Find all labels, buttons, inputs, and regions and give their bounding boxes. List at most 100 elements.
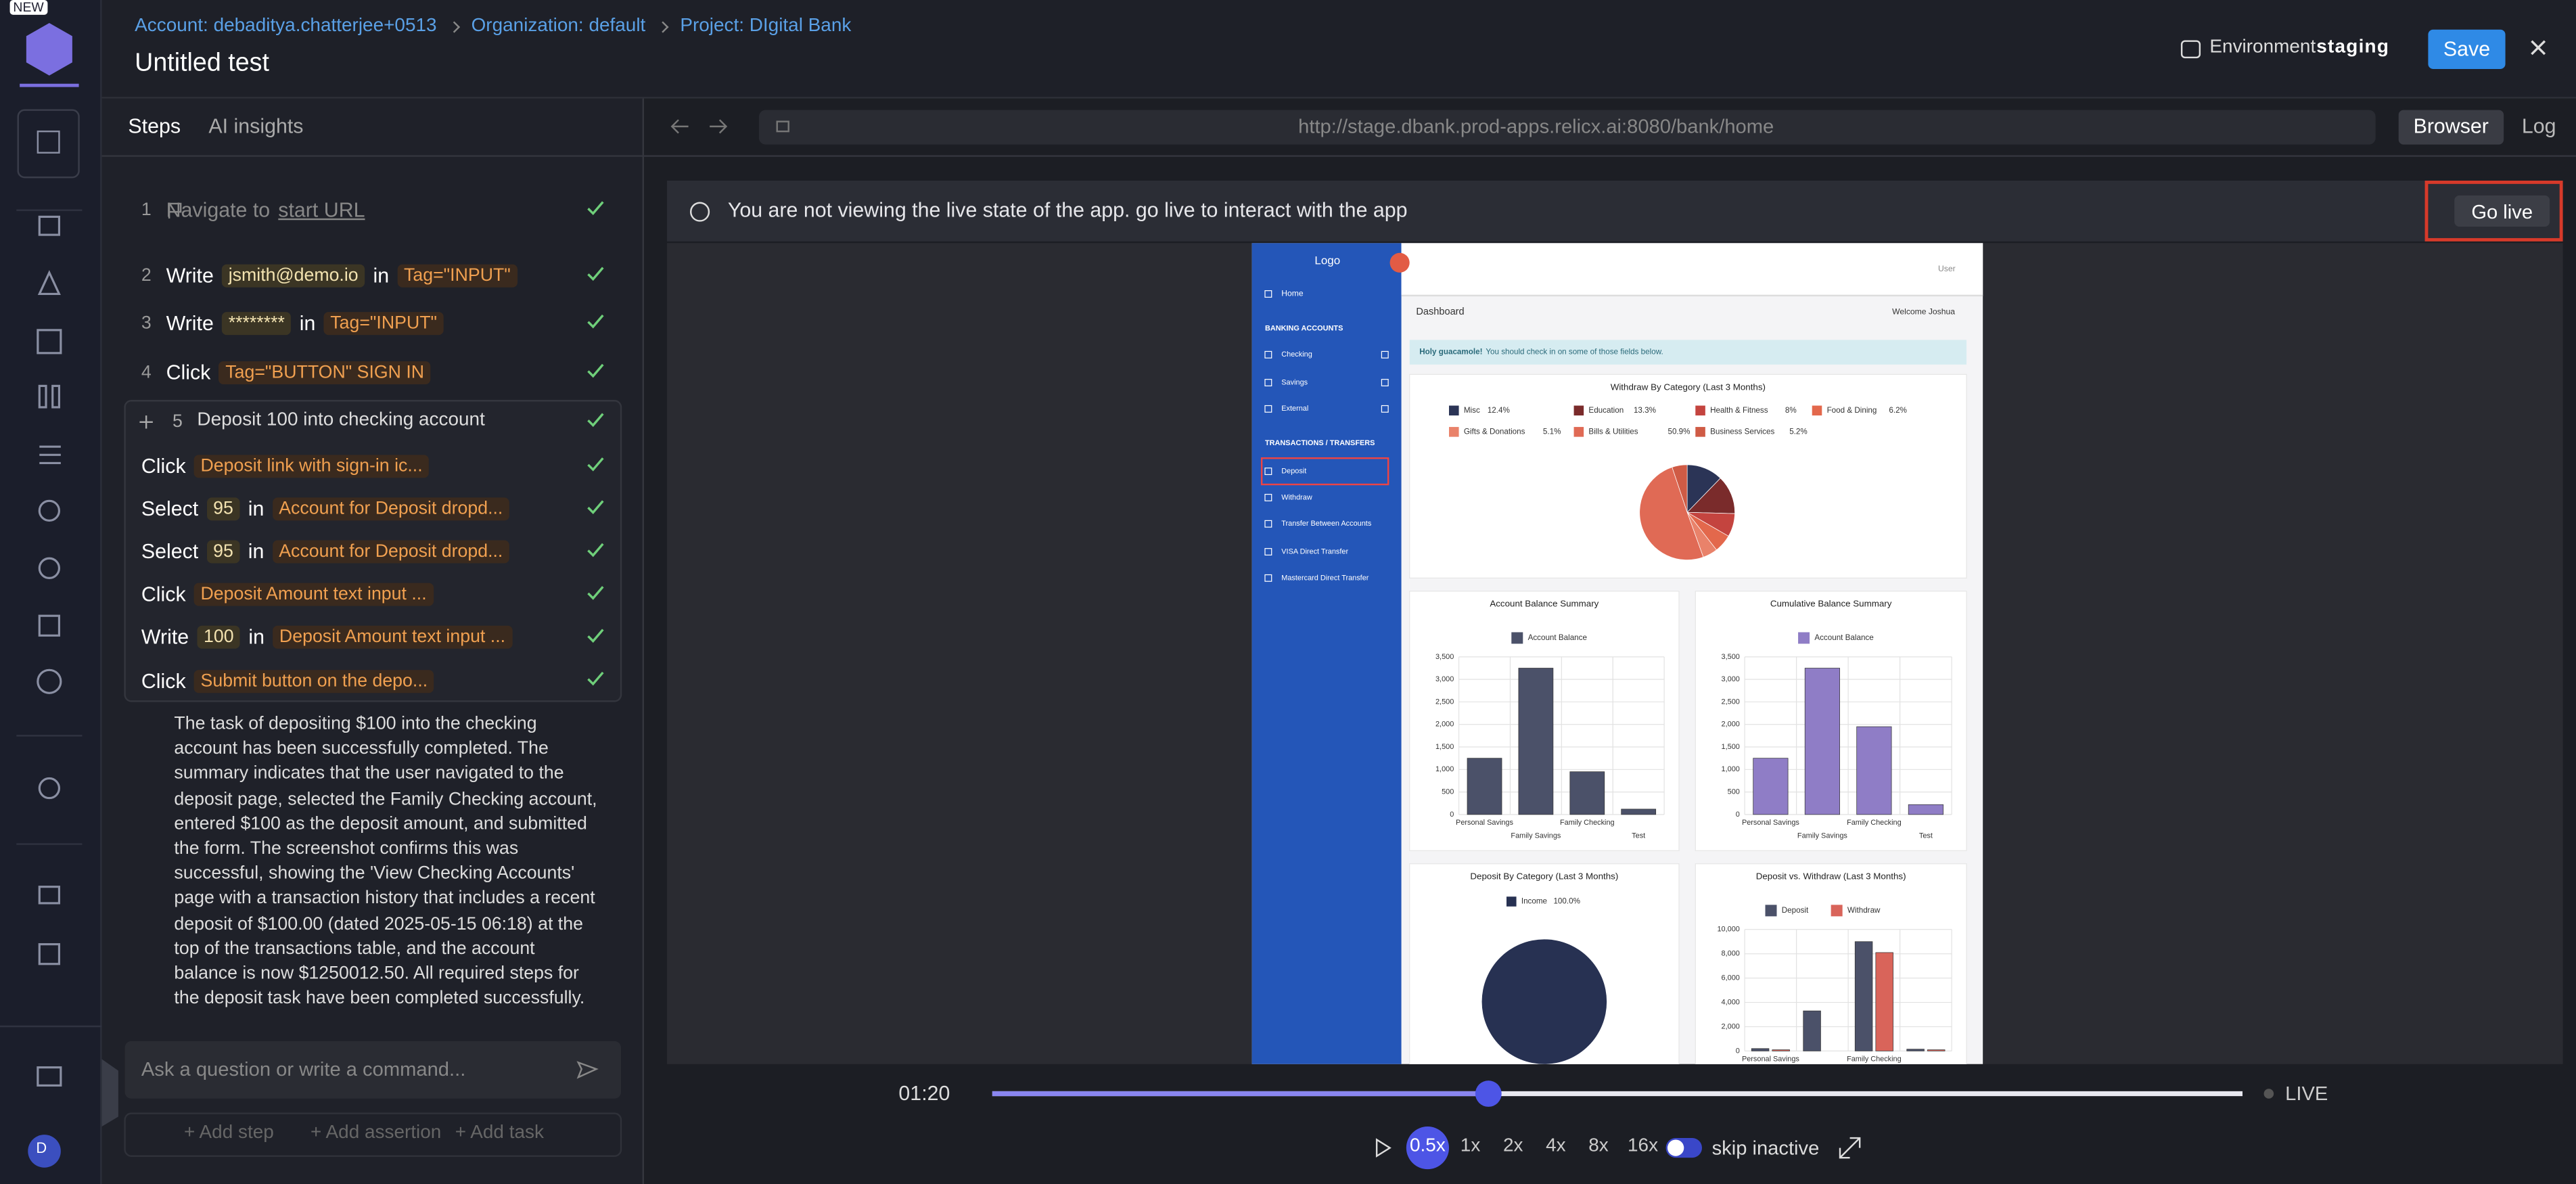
nav-icon[interactable] [38, 777, 61, 800]
app-highlight [1260, 457, 1389, 486]
panel-tab[interactable]: AI insights [208, 114, 304, 138]
breadcrumb[interactable]: Project: DIgital Bank [680, 16, 852, 37]
fullscreen-icon[interactable] [1839, 1137, 1861, 1159]
env-icon [2180, 40, 2201, 59]
summary: The task of depositing $100 into the che… [174, 714, 597, 1009]
legend-label: Gifts & Donations [1464, 427, 1525, 436]
bar [1751, 1048, 1770, 1051]
nav-icon[interactable] [38, 499, 61, 522]
chevron [657, 20, 669, 32]
nav-icon[interactable] [51, 384, 61, 409]
go-live-bg[interactable] [2454, 195, 2550, 227]
chart-title: Account Balance Summary [1490, 599, 1598, 609]
composer-box[interactable] [124, 1041, 621, 1099]
chart-card [1695, 863, 1967, 1064]
y-tick-label: 1,500 [1722, 743, 1740, 751]
nav-icon-box[interactable] [17, 109, 80, 179]
check-icon [587, 543, 604, 557]
nav-icon[interactable] [37, 130, 60, 154]
speed[interactable]: 8x [1588, 1136, 1609, 1156]
legend-value: 6.2% [1889, 406, 1907, 415]
nav-icon[interactable] [37, 329, 62, 355]
speed[interactable]: 0.5x [1410, 1136, 1446, 1156]
bar [1908, 804, 1944, 815]
collapse-handle[interactable] [101, 1059, 118, 1127]
play-button[interactable] [1375, 1138, 1392, 1158]
step-value: 100 [197, 626, 241, 650]
app-alert-text: You should check in on some of those fie… [1486, 348, 1663, 357]
add-action[interactable]: + Add step [183, 1123, 274, 1143]
add-action[interactable]: + Add task [455, 1123, 544, 1143]
x-tick-label: Test [1919, 832, 1933, 840]
panel-tab[interactable]: Steps [128, 114, 181, 138]
app-nav-item: VISA Direct Transfer [1281, 547, 1348, 555]
composer-input[interactable]: Ask a question or write a command... [141, 1057, 466, 1081]
nav-icon[interactable] [38, 614, 61, 637]
x-tick-label: Test [1632, 832, 1645, 840]
legend-value: 12.4% [1488, 406, 1510, 415]
chart-card [1409, 591, 1680, 851]
app-sidebar [1251, 243, 1402, 1064]
nav-icon[interactable] [37, 1066, 62, 1087]
go-live[interactable]: Go live [2471, 200, 2533, 224]
nav-icon[interactable] [38, 215, 61, 236]
step-action: Select [141, 497, 199, 521]
app-nav-item: Withdraw [1281, 493, 1312, 501]
y-tick-label: 2,500 [1435, 698, 1454, 706]
step-row[interactable]: Select 95 in Account for Deposit dropd... [141, 493, 510, 526]
avatar-circle[interactable] [28, 1135, 61, 1168]
info-icon [689, 202, 710, 222]
add-action[interactable]: + Add assertion [310, 1123, 442, 1143]
step-row[interactable]: Click Deposit Amount text input ... [141, 578, 434, 612]
nav-icon[interactable] [37, 270, 61, 296]
send-icon[interactable] [576, 1061, 599, 1079]
nav-icon[interactable] [38, 943, 61, 965]
breadcrumb[interactable]: Account: debaditya.chatterjee+0513 [135, 16, 437, 37]
step-row[interactable]: 4 Click Tag="BUTTON" SIGN IN [141, 357, 431, 390]
step-row[interactable]: Click Submit button on the depo... [141, 664, 434, 698]
step-row[interactable]: Click Deposit link with sign-in ic... [141, 450, 430, 483]
breadcrumbs: Account: debaditya.chatterjee+0513 Organi… [135, 16, 851, 36]
step-number: 3 [141, 313, 152, 334]
step-row[interactable]: Write 100 in Deposit Amount text input ... [141, 621, 512, 654]
legend-swatch [1506, 896, 1517, 907]
legend-swatch [1798, 632, 1810, 644]
bar [1467, 758, 1502, 815]
step-action: Click [141, 455, 186, 478]
step-row[interactable]: 3 Write ******** in Tag="INPUT" [141, 307, 444, 340]
url[interactable]: http://stage.dbank.prod-apps.relicx.ai:8… [1298, 114, 1774, 138]
app-nav-item: Deposit [1281, 467, 1306, 475]
step-target: Tag="BUTTON" SIGN IN [218, 361, 431, 384]
live-label: LIVE [2285, 1082, 2328, 1106]
speed[interactable]: 1x [1460, 1136, 1481, 1156]
breadcrumb[interactable]: Organization: default [471, 16, 646, 37]
bar [1518, 668, 1554, 815]
nav-icon[interactable] [38, 557, 61, 579]
close-icon[interactable] [2531, 40, 2546, 55]
speed[interactable]: 4x [1546, 1136, 1566, 1156]
speed[interactable]: 16x [1628, 1136, 1659, 1156]
speed[interactable]: 2x [1502, 1136, 1523, 1156]
step-row[interactable]: Select 95 in Account for Deposit dropd... [141, 536, 510, 569]
browser-tab[interactable]: Browser [2413, 114, 2489, 138]
timeline-knob[interactable] [1475, 1080, 1502, 1107]
save-button[interactable]: Save [2428, 29, 2506, 69]
url-bar[interactable] [758, 110, 2376, 145]
y-tick-label: 2,500 [1722, 698, 1740, 706]
forward-icon[interactable] [710, 119, 728, 134]
step-row[interactable]: 1 Navigate to start URL [141, 193, 365, 227]
browser-tab[interactable]: Log [2521, 114, 2556, 138]
legend-swatch [1831, 905, 1843, 917]
step-row[interactable]: 2 Write jsmith@demo.io in Tag="INPUT" [141, 259, 518, 292]
nav-icon[interactable] [37, 668, 62, 694]
step-value: 95 [206, 540, 240, 564]
nav-icon[interactable] [38, 886, 61, 905]
step-target: Account for Deposit dropd... [272, 497, 510, 521]
bar [1772, 1049, 1790, 1051]
y-tick-label: 1,500 [1435, 743, 1454, 751]
nav-icon[interactable] [38, 384, 47, 409]
skip-inactive[interactable]: skip inactive [1711, 1136, 1820, 1160]
back-icon[interactable] [670, 119, 689, 134]
avatar: D [36, 1139, 47, 1156]
